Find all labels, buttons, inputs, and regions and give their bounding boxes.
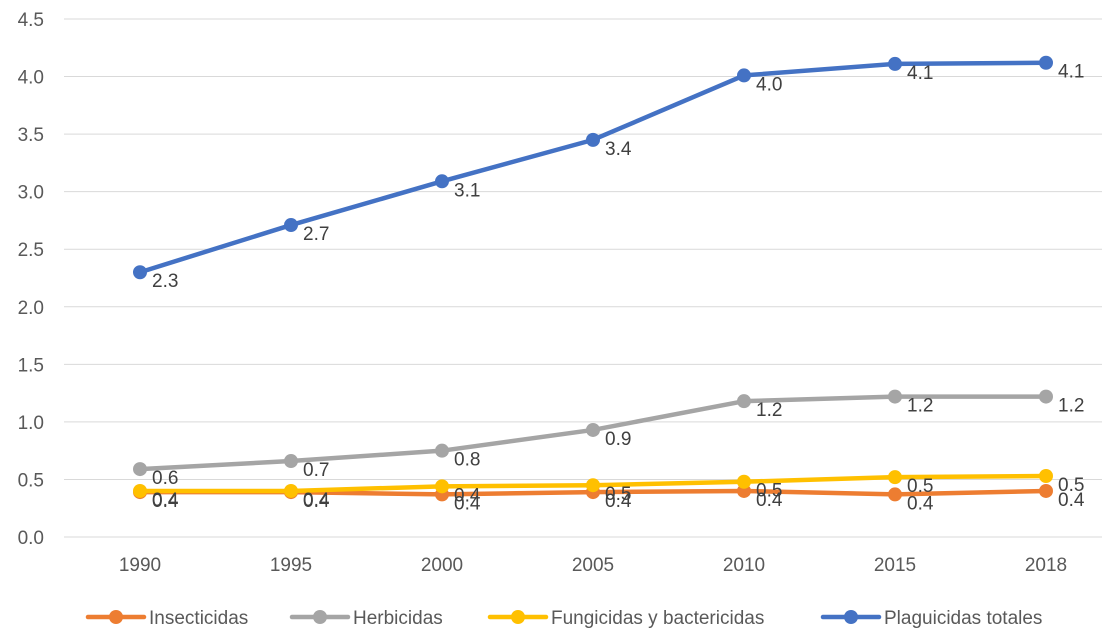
data-label: 0.4: [303, 490, 330, 511]
data-point: [1039, 389, 1053, 404]
data-label: 1.2: [756, 400, 782, 421]
data-label: 0.4: [152, 490, 179, 511]
data-label: 0.5: [1058, 475, 1084, 496]
data-label: 2.7: [303, 224, 329, 245]
data-label: 0.4: [454, 485, 481, 506]
data-point: [888, 389, 902, 404]
y-tick-label: 0.5: [18, 470, 44, 491]
data-point: [133, 462, 147, 477]
data-label: 0.9: [605, 429, 631, 450]
legend-item: Fungicidas y bactericidas: [487, 608, 764, 629]
y-tick-label: 2.0: [18, 298, 44, 319]
data-point: [435, 174, 449, 189]
data-label: 0.4: [1058, 490, 1085, 511]
data-label: 0.4: [605, 491, 632, 512]
data-point: [586, 478, 600, 493]
legend-item: Plaguicidas totales: [820, 608, 1042, 629]
y-tick-label: 2.5: [18, 240, 44, 261]
series-line: [137, 60, 1049, 275]
legend-label: Herbicidas: [353, 608, 443, 629]
data-label: 0.5: [605, 484, 631, 505]
data-point: [737, 68, 751, 83]
y-tick-label: 1.5: [18, 355, 44, 376]
x-tick-label: 2010: [723, 555, 765, 576]
x-tick-label: 2018: [1025, 555, 1067, 576]
x-tick-label: 2000: [421, 555, 463, 576]
data-point: [888, 487, 902, 502]
data-point: [284, 218, 298, 233]
data-label: 0.4: [454, 493, 481, 514]
x-tick-label: 2015: [874, 555, 916, 576]
data-point: [737, 474, 751, 489]
x-tick-label: 1990: [119, 555, 161, 576]
data-label: 0.8: [454, 450, 480, 471]
series-lines: [133, 55, 1053, 502]
legend-label: Insecticidas: [149, 608, 248, 629]
data-label: 0.6: [152, 468, 178, 489]
data-label: 1.2: [1058, 396, 1084, 417]
x-tick-label: 1995: [270, 555, 312, 576]
data-point: [133, 265, 147, 280]
legend-label: Fungicidas y bactericidas: [551, 608, 764, 629]
data-label: 4.1: [907, 63, 933, 84]
legend-swatch-marker: [511, 610, 525, 624]
data-point: [586, 422, 600, 437]
y-tick-label: 1.0: [18, 413, 44, 434]
data-label: 0.5: [907, 476, 933, 497]
legend-label: Plaguicidas totales: [884, 608, 1042, 629]
data-label: 4.0: [756, 74, 782, 95]
data-label: 4.1: [1058, 62, 1084, 83]
data-point: [435, 479, 449, 494]
data-label: 0.7: [303, 460, 329, 481]
legend-swatch-marker: [109, 610, 123, 624]
legend-item: Insecticidas: [85, 608, 248, 629]
y-tick-label: 0.0: [18, 528, 44, 549]
series-fungicidas-y-bactericidas: [133, 468, 1053, 498]
data-point: [284, 483, 298, 498]
y-tick-label: 4.0: [18, 68, 44, 89]
data-labels: 0.4 0.4 0.4 0.4 0.4 0.4 0.40.6 0.7 0.80.91.2 1.2 1…: [152, 62, 1085, 515]
x-axis: 1990 1995 2000 2005 2010 2015 2018: [119, 555, 1067, 576]
y-tick-label: 3.0: [18, 183, 44, 204]
data-point: [435, 443, 449, 458]
legend-item: Herbicidas: [289, 608, 443, 629]
data-label: 1.2: [907, 396, 933, 417]
legend: Insecticidas Herbicidas Fungicidas y bacte…: [85, 608, 1042, 629]
data-point: [1039, 483, 1053, 498]
data-point: [888, 470, 902, 485]
data-point: [1039, 55, 1053, 70]
data-label: 0.5: [756, 481, 782, 502]
series-herbicidas: [133, 389, 1053, 477]
data-label: 3.4: [605, 139, 632, 160]
legend-swatch-marker: [313, 610, 327, 624]
y-tick-label: 3.5: [18, 125, 44, 146]
x-tick-label: 2005: [572, 555, 614, 576]
gridlines: [64, 18, 1102, 538]
data-point: [586, 132, 600, 147]
legend-swatch-marker: [844, 610, 858, 624]
series-plaguicidas-totales: [133, 55, 1053, 280]
data-label: 2.3: [152, 271, 178, 292]
data-point: [737, 394, 751, 409]
data-label: 0.4: [303, 491, 330, 512]
y-axis: 0.0 0.5 1.0 1.5 2.0 2.5 3.0 3.5 4.0 4.5: [18, 10, 44, 549]
data-label: 0.4: [152, 491, 179, 512]
y-tick-label: 4.5: [18, 10, 44, 31]
data-point: [133, 483, 147, 498]
data-point: [284, 454, 298, 469]
data-label: 0.4: [756, 490, 783, 511]
data-label: 0.4: [907, 493, 934, 514]
data-label: 3.1: [454, 180, 480, 201]
data-point: [888, 56, 902, 71]
data-point: [1039, 468, 1053, 483]
